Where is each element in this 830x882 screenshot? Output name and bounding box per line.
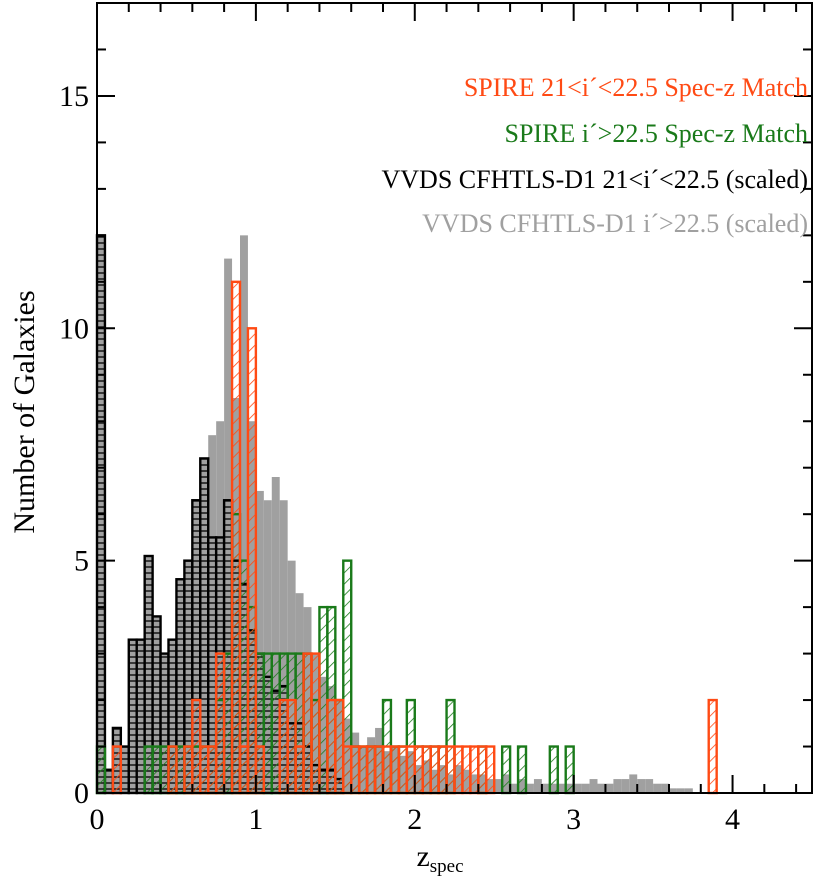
legend-entry: SPIRE i´>22.5 Spec-z Match [504, 119, 808, 148]
spire-faint-bar [564, 745, 575, 795]
vvds-faint-bar [581, 783, 590, 793]
series-spire-bright [111, 280, 718, 795]
spire-bright-bar [230, 280, 242, 795]
spire-bright-bar [310, 652, 321, 795]
spire-faint-bar [95, 745, 107, 795]
vvds-faint-bar [684, 788, 693, 793]
vvds-faint-bar [240, 235, 248, 794]
vvds-faint-bar [676, 788, 685, 793]
spire-bright-bar [111, 745, 123, 795]
vvds-faint-bar [255, 490, 264, 793]
spire-bright-bar [334, 698, 345, 795]
x-axis-label-main: z [416, 840, 429, 873]
vvds-faint-bar [605, 783, 614, 793]
y-tick-label: 10 [59, 312, 89, 345]
vvds-bright-bar [135, 638, 146, 795]
spire-bright-bar [485, 745, 496, 795]
spire-bright-bar [421, 745, 432, 795]
vvds-faint-bar [271, 477, 280, 793]
legend: SPIRE 21<i´<22.5 Spec-z Match SPIRE i´>22… [381, 73, 808, 238]
y-tick-label: 0 [74, 777, 89, 810]
spire-bright-bar [389, 745, 401, 795]
spire-bright-bar [350, 745, 361, 795]
y-tick-label: 5 [74, 545, 89, 578]
vvds-faint-bar [637, 779, 646, 793]
axes: 0 1 2 3 4 0 5 10 15 [59, 2, 813, 836]
vvds-faint-bar [510, 783, 519, 793]
x-tick-label: 2 [407, 803, 422, 836]
x-tick-label: 3 [566, 803, 581, 836]
x-tick-label: 4 [725, 803, 740, 836]
vvds-faint-bar [573, 783, 582, 793]
spire-bright-bar [294, 745, 305, 795]
vvds-faint-bar [494, 779, 503, 793]
spire-bright-bar [207, 745, 218, 795]
spire-bright-bar [477, 745, 488, 795]
x-tick-label: 1 [248, 803, 263, 836]
spire-faint-bar [548, 745, 559, 795]
spire-bright-bar [167, 745, 178, 795]
vvds-faint-bar [279, 500, 288, 793]
vvds-faint-bar [645, 779, 654, 793]
spire-bright-bar [405, 745, 416, 795]
vvds-faint-bar [653, 783, 662, 793]
legend-entry: SPIRE 21<i´<22.5 Spec-z Match [464, 73, 808, 102]
y-tick-label: 15 [59, 80, 89, 113]
plot-frame [96, 2, 813, 794]
spire-bright-bar [365, 745, 377, 795]
spire-bright-bar [246, 327, 258, 795]
vvds-faint-bar [669, 788, 677, 793]
spire-bright-bar [278, 698, 289, 795]
vvds-faint-bar [597, 783, 606, 793]
vvds-faint-bar [533, 779, 542, 793]
x-tick-label: 0 [90, 803, 105, 836]
x-axis-label: zspec [416, 840, 463, 877]
spire-faint-bar [500, 745, 512, 795]
vvds-faint-bar [557, 783, 566, 793]
spire-bright-bar [214, 652, 226, 795]
vvds-faint-bar [661, 783, 669, 793]
spire-faint-bar [516, 745, 528, 795]
legend-entry: VVDS CFHTLS-D1 i´>22.5 (scaled) [422, 209, 808, 238]
vvds-faint-bar [621, 779, 630, 793]
vvds-faint-bar [263, 500, 272, 793]
spire-bright-bar [707, 698, 718, 795]
vvds-faint-bar [541, 783, 550, 793]
histogram-bars [95, 234, 718, 795]
x-axis-label-subscript: spec [430, 856, 464, 877]
vvds-faint-bar [613, 779, 622, 793]
y-axis-label: Number of Galaxies [8, 290, 41, 533]
spire-bright-bar [437, 745, 448, 795]
spire-bright-bar [191, 698, 202, 795]
vvds-faint-bar [589, 779, 598, 793]
spire-bright-bar [254, 745, 266, 795]
legend-entry: VVDS CFHTLS-D1 21<i´<22.5 (scaled) [381, 165, 808, 194]
vvds-faint-bar [629, 774, 638, 793]
vvds-faint-bar [526, 783, 534, 793]
spire-bright-bar [461, 745, 472, 795]
spire-faint-bar [151, 745, 162, 795]
